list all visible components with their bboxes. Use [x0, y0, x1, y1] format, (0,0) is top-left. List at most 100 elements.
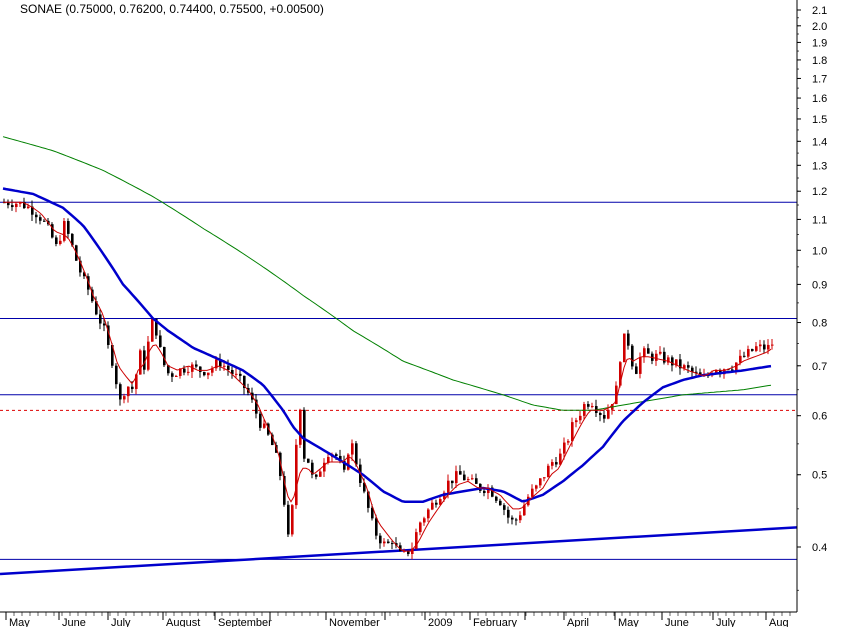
month-label: July	[111, 617, 131, 627]
candle-body	[415, 532, 418, 549]
price-tick-label: 1.9	[812, 37, 827, 49]
candle-body	[67, 221, 70, 234]
candle-body	[671, 357, 674, 366]
candle-body	[299, 409, 302, 445]
candle-body	[91, 289, 94, 302]
candle-body	[539, 478, 542, 486]
candle-body	[411, 548, 414, 554]
candle-body	[771, 344, 774, 346]
candle-body	[439, 499, 442, 505]
candle-body	[487, 487, 490, 494]
chart-title: SONAE (0.75000, 0.76200, 0.74400, 0.7550…	[20, 2, 324, 16]
candle-body	[19, 202, 22, 204]
candle-body	[27, 206, 30, 209]
candle-body	[311, 462, 314, 475]
candle-body	[451, 480, 454, 484]
candle-body	[467, 479, 470, 481]
sma-mid-line	[2, 187, 772, 503]
candle-body	[495, 496, 498, 501]
candle-body	[459, 471, 462, 475]
candle-body	[679, 359, 682, 369]
month-label: June	[665, 617, 689, 627]
candle-body	[691, 367, 694, 372]
candle-body	[271, 434, 274, 446]
candle-body	[143, 350, 146, 370]
price-tick-label: 1.2	[812, 186, 827, 198]
candle-body	[519, 515, 522, 521]
candle-body	[399, 545, 402, 552]
candle-body	[295, 444, 298, 506]
candle-body	[83, 272, 86, 277]
price-axis: 2.1 2.0 1.9 1.8 1.7 1.6 1.5 1.4 1.3 1.2 1.1 1.0 0.9 0…	[797, 5, 827, 591]
candle-body	[743, 355, 746, 357]
candle-body	[575, 420, 578, 423]
candle-body	[563, 442, 566, 454]
candle-body	[23, 202, 26, 209]
candle-body	[491, 487, 494, 497]
candle-body	[347, 454, 350, 470]
candle-body	[35, 214, 38, 218]
candle-body	[351, 443, 354, 455]
candle-body	[407, 550, 410, 554]
candle-body	[227, 365, 230, 370]
candle-body	[215, 359, 218, 369]
price-tick-label: 1.3	[812, 160, 827, 172]
candle-body	[287, 504, 290, 535]
candle-body	[567, 441, 570, 443]
candle-body	[455, 471, 458, 484]
candle-body	[523, 505, 526, 516]
price-tick-label: 0.6	[812, 411, 827, 423]
candle-body	[603, 414, 606, 419]
month-label: September	[218, 617, 272, 627]
horizontal-levels	[0, 201, 797, 560]
candle-body	[155, 318, 158, 336]
price-tick-label: 1.1	[812, 214, 827, 226]
month-label: June	[62, 617, 86, 627]
candle-body	[183, 368, 186, 373]
candle-body	[303, 409, 306, 459]
candle-body	[531, 488, 534, 497]
candle-body	[335, 454, 338, 456]
candle-body	[447, 480, 450, 493]
candle-body	[95, 301, 98, 315]
candle-body	[499, 500, 502, 506]
month-label: November	[329, 617, 380, 627]
trendline	[0, 526, 798, 576]
sma-fast-line	[3, 201, 772, 552]
candle-body	[379, 535, 382, 544]
candle-body	[423, 518, 426, 523]
month-label: 2009	[428, 617, 452, 627]
candle-body	[371, 507, 374, 519]
candle-body	[327, 456, 330, 463]
candle-body	[139, 350, 142, 375]
price-tick-label: 1.0	[812, 245, 827, 257]
candle-body	[319, 471, 322, 477]
price-tick-label: 1.4	[812, 136, 827, 148]
candle-body	[151, 318, 154, 342]
candle-body	[427, 509, 430, 519]
candle-body	[31, 206, 34, 215]
candle-body	[627, 333, 630, 346]
candle-body	[503, 505, 506, 510]
candle-body	[367, 491, 370, 508]
candle-body	[3, 202, 6, 204]
price-tick-label: 0.7	[812, 361, 827, 373]
candle-body	[259, 413, 262, 428]
price-tick-label: 1.7	[812, 73, 827, 85]
candle-body	[7, 202, 10, 206]
candle-body	[207, 372, 210, 376]
candle-body	[695, 371, 698, 373]
candle-body	[687, 365, 690, 368]
candle-body	[375, 518, 378, 536]
price-tick-label: 1.5	[812, 114, 827, 126]
candle-body	[675, 359, 678, 366]
candle-body	[195, 364, 198, 367]
candle-body	[383, 541, 386, 544]
candle-body	[463, 474, 466, 481]
candle-body	[99, 314, 102, 324]
candle-body	[599, 412, 602, 415]
candle-body	[55, 237, 58, 244]
candle-body	[223, 365, 226, 367]
month-label: April	[567, 617, 589, 627]
